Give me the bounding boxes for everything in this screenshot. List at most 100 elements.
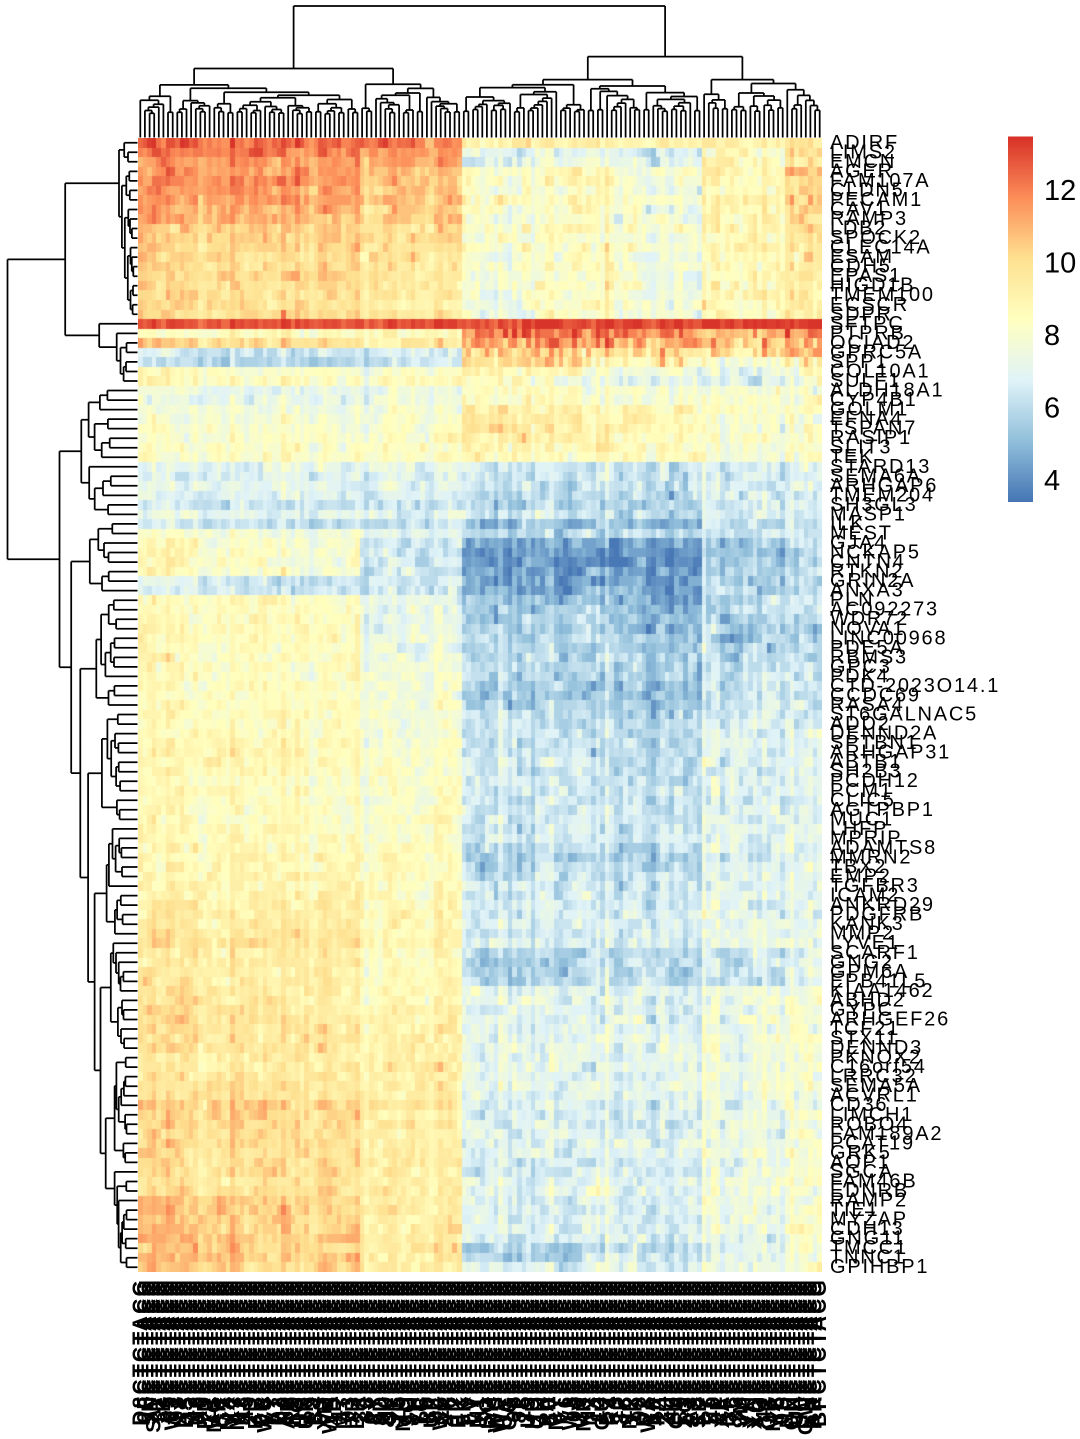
svg-text:LVCTCTACG: LVCTCTACG bbox=[462, 1278, 485, 1424]
svg-text:B4CTCTACG: B4CTCTACG bbox=[304, 1278, 327, 1426]
svg-text:CUCTCTACG: CUCTCTACG bbox=[665, 1278, 688, 1429]
svg-text:EMP2: EMP2 bbox=[830, 866, 892, 888]
svg-text:GNG11: GNG11 bbox=[830, 1228, 905, 1250]
svg-text:AGER: AGER bbox=[830, 160, 894, 182]
svg-text:SPOCK2: SPOCK2 bbox=[830, 227, 922, 249]
svg-text:CDCTCTACG: CDCTCTACG bbox=[526, 1278, 549, 1429]
svg-text:ARHGAP6: ARHGAP6 bbox=[830, 475, 938, 497]
svg-text:LINC00968: LINC00968 bbox=[830, 627, 947, 649]
svg-text:HUCTCTACG: HUCTCTACG bbox=[522, 1278, 545, 1429]
svg-text:4DCTCTACG: 4DCTCTACG bbox=[323, 1278, 346, 1426]
svg-text:GNG2: GNG2 bbox=[830, 951, 894, 973]
svg-text:8LCTCTACG: 8LCTCTACG bbox=[508, 1278, 531, 1423]
svg-text:WDR72: WDR72 bbox=[830, 608, 909, 630]
svg-text:ANKRD29: ANKRD29 bbox=[830, 894, 935, 916]
svg-text:TCF21: TCF21 bbox=[830, 1018, 900, 1040]
svg-text:ARHGAP31: ARHGAP31 bbox=[830, 742, 951, 764]
svg-text:GNCTCTACG: GNCTCTACG bbox=[780, 1278, 803, 1430]
svg-text:TNNC1: TNNC1 bbox=[830, 1247, 906, 1269]
svg-text:XGCTCTACG: XGCTCTACG bbox=[748, 1278, 771, 1429]
svg-text:SPP1: SPP1 bbox=[830, 351, 888, 373]
svg-text:ICAM2: ICAM2 bbox=[830, 885, 900, 907]
svg-text:NCKAP5: NCKAP5 bbox=[830, 542, 921, 564]
svg-text:PLN: PLN bbox=[830, 589, 874, 611]
svg-text:SH2B3: SH2B3 bbox=[830, 761, 902, 783]
svg-text:9PCTCTACG: 9PCTCTACG bbox=[707, 1278, 730, 1425]
svg-text:LRRC32: LRRC32 bbox=[830, 1066, 918, 1088]
svg-text:12: 12 bbox=[1044, 175, 1076, 207]
svg-text:PCDH12: PCDH12 bbox=[830, 770, 920, 792]
svg-text:T7CTCTACG: T7CTCTACG bbox=[443, 1278, 466, 1423]
svg-text:3VCTCTACG: 3VCTCTACG bbox=[378, 1278, 401, 1425]
svg-text:PTPRB: PTPRB bbox=[830, 322, 906, 344]
svg-text:SWCTCTACG: SWCTCTACG bbox=[143, 1278, 166, 1433]
svg-text:EZCTCTACG: EZCTCTACG bbox=[596, 1278, 619, 1426]
svg-text:5NCTCTACG: 5NCTCTACG bbox=[138, 1278, 161, 1426]
svg-text:GPM6A: GPM6A bbox=[830, 961, 909, 983]
svg-text:SH3GL3: SH3GL3 bbox=[830, 494, 918, 516]
svg-text:GYPC: GYPC bbox=[830, 999, 894, 1021]
svg-text:5KCTCTACG: 5KCTCTACG bbox=[452, 1278, 475, 1426]
svg-text:N6CTCTACG: N6CTCTACG bbox=[272, 1278, 295, 1426]
svg-text:YZCTCTACG: YZCTCTACG bbox=[683, 1278, 706, 1426]
svg-text:SULF1: SULF1 bbox=[830, 370, 901, 392]
svg-text:UPCTCTACG: UPCTCTACG bbox=[420, 1278, 443, 1428]
svg-text:88CTCTACG: 88CTCTACG bbox=[355, 1278, 378, 1422]
svg-text:AC092273: AC092273 bbox=[830, 599, 939, 621]
svg-text:Y6CTCTACG: Y6CTCTACG bbox=[767, 1278, 790, 1425]
svg-text:XMCTCTACG: XMCTCTACG bbox=[314, 1278, 337, 1430]
svg-text:CLDN5: CLDN5 bbox=[830, 179, 905, 201]
svg-text:1BCTCTACG: 1BCTCTACG bbox=[152, 1278, 175, 1426]
svg-text:TEK: TEK bbox=[830, 446, 874, 468]
svg-text:XXCTCTACG: XXCTCTACG bbox=[170, 1278, 193, 1427]
svg-text:ESAM: ESAM bbox=[830, 246, 894, 268]
svg-text:76CTCTACG: 76CTCTACG bbox=[720, 1278, 743, 1422]
svg-text:A0CTCTACG: A0CTCTACG bbox=[189, 1278, 212, 1426]
svg-text:TSPAN7: TSPAN7 bbox=[830, 418, 917, 440]
svg-text:YNCTCTACG: YNCTCTACG bbox=[739, 1278, 762, 1428]
svg-text:CDH5: CDH5 bbox=[830, 256, 892, 278]
svg-text:PKNOX2: PKNOX2 bbox=[830, 1047, 922, 1069]
svg-text:STARD13: STARD13 bbox=[830, 456, 931, 478]
svg-text:GRK5: GRK5 bbox=[830, 1142, 892, 1164]
svg-text:HIGD1B: HIGD1B bbox=[830, 275, 915, 297]
svg-text:W6CTCTACG: W6CTCTACG bbox=[429, 1278, 452, 1430]
svg-text:CD36: CD36 bbox=[830, 1094, 888, 1116]
svg-text:05CTCTACG: 05CTCTACG bbox=[563, 1278, 586, 1422]
svg-text:CAV1: CAV1 bbox=[830, 199, 888, 221]
svg-text:41CTCTACG: 41CTCTACG bbox=[753, 1278, 776, 1422]
svg-text:WACTCTACG: WACTCTACG bbox=[637, 1278, 660, 1433]
svg-text:EPAS1: EPAS1 bbox=[830, 265, 902, 287]
svg-text:ACVRL1: ACVRL1 bbox=[830, 1085, 919, 1107]
svg-text:RAMP3: RAMP3 bbox=[830, 208, 908, 230]
svg-text:MYZAP: MYZAP bbox=[830, 1209, 908, 1231]
svg-text:98CTCTACG: 98CTCTACG bbox=[628, 1278, 651, 1422]
svg-text:TMEM100: TMEM100 bbox=[830, 284, 935, 306]
svg-text:XGCTCTACG: XGCTCTACG bbox=[743, 1278, 766, 1429]
svg-text:PDE5A: PDE5A bbox=[830, 637, 905, 659]
svg-text:24CTCTACG: 24CTCTACG bbox=[651, 1278, 674, 1422]
svg-text:GRIN2A: GRIN2A bbox=[830, 570, 915, 592]
svg-text:95CTCTACG: 95CTCTACG bbox=[503, 1278, 526, 1422]
svg-text:Z1CTCTACG: Z1CTCTACG bbox=[198, 1278, 221, 1423]
svg-text:GBCTCTACG: GBCTCTACG bbox=[757, 1278, 780, 1430]
svg-text:TIE1: TIE1 bbox=[830, 1199, 879, 1221]
svg-text:GOLM1: GOLM1 bbox=[830, 399, 909, 421]
svg-text:PACTCTACG: PACTCTACG bbox=[536, 1278, 559, 1427]
svg-text:WRCTCTACG: WRCTCTACG bbox=[318, 1278, 341, 1434]
svg-text:P9CTCTACG: P9CTCTACG bbox=[300, 1278, 323, 1425]
svg-text:2KCTCTACG: 2KCTCTACG bbox=[249, 1278, 272, 1426]
svg-text:PRCTCTACG: PRCTCTACG bbox=[207, 1278, 230, 1428]
svg-text:SEMA6A: SEMA6A bbox=[830, 465, 922, 487]
svg-text:B9CTCTACG: B9CTCTACG bbox=[670, 1278, 693, 1426]
svg-text:6PCTCTACG: 6PCTCTACG bbox=[642, 1278, 665, 1425]
svg-text:SDPR: SDPR bbox=[830, 303, 893, 325]
svg-text:X2CTCTACG: X2CTCTACG bbox=[221, 1278, 244, 1425]
svg-text:TMEM204: TMEM204 bbox=[830, 484, 935, 506]
svg-text:MGCTCTACG: MGCTCTACG bbox=[203, 1278, 226, 1433]
svg-text:U4CTCTACG: U4CTCTACG bbox=[785, 1278, 808, 1426]
svg-text:9PCTCTACG: 9PCTCTACG bbox=[771, 1278, 794, 1425]
svg-text:SFTPC: SFTPC bbox=[830, 313, 905, 335]
svg-text:Y6CTCTACG: Y6CTCTACG bbox=[438, 1278, 461, 1425]
svg-text:CLIC5: CLIC5 bbox=[830, 789, 896, 811]
